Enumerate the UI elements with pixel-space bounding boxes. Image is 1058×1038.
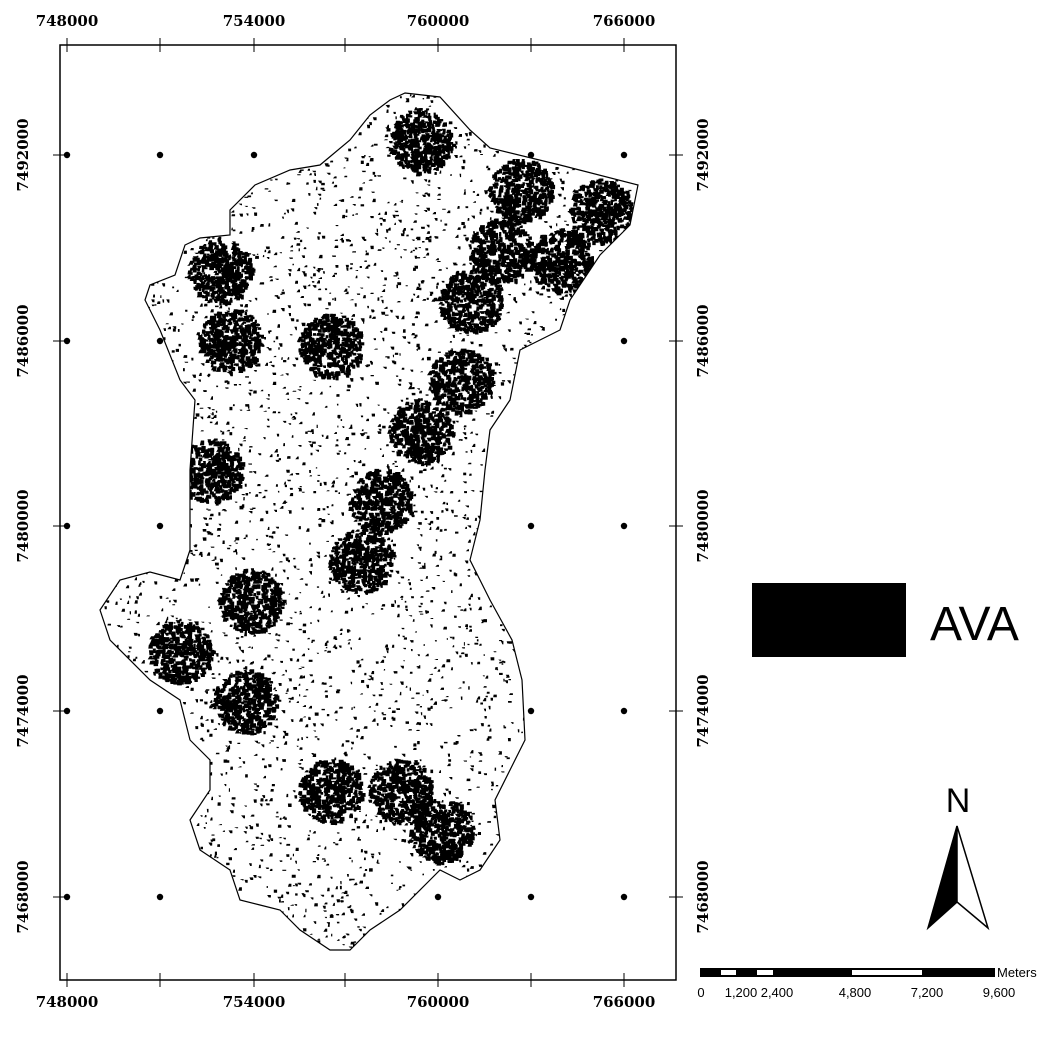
y-label-left: 7474000: [14, 674, 32, 747]
x-label-top: 754000: [223, 12, 286, 30]
y-label-right: 7492000: [694, 118, 712, 191]
scale-label: 4,800: [839, 985, 872, 1000]
grid-dot: [63, 707, 71, 715]
north-label: N: [946, 782, 971, 820]
grid-dot: [63, 522, 71, 530]
grid-dot: [620, 707, 628, 715]
frame-ticks: [53, 38, 683, 987]
grid-dot: [527, 151, 535, 159]
grid-dot: [620, 337, 628, 345]
x-label-bottom: 760000: [407, 993, 470, 1011]
y-label-left: 7468000: [14, 860, 32, 933]
x-label-top: 760000: [407, 12, 470, 30]
grid-dot: [620, 151, 628, 159]
grid-dot: [63, 337, 71, 345]
grid-dot: [527, 522, 535, 530]
y-label-left: 7486000: [14, 304, 32, 377]
north-arrow-right: [956, 825, 990, 931]
scale-label: 7,200: [911, 985, 944, 1000]
y-label-left: 7492000: [14, 118, 32, 191]
scale-label: 0: [697, 985, 704, 1000]
scale-bar: [700, 968, 995, 977]
grid-dot: [620, 893, 628, 901]
region-outline: [99, 92, 639, 951]
north-arrow-left: [926, 825, 958, 931]
scale-label: 1,200: [725, 985, 758, 1000]
region: [100, 93, 638, 950]
scale-unit: Meters: [997, 965, 1037, 980]
coordinate-labels: 748000 748000 754000 754000 760000 760000 7660…: [14, 12, 712, 1011]
grid-dot: [63, 151, 71, 159]
grid-dot: [156, 337, 164, 345]
ava-speckles: [100, 93, 638, 950]
y-label-right: 7474000: [694, 674, 712, 747]
grid-dot: [156, 522, 164, 530]
x-label-top: 748000: [36, 12, 99, 30]
x-label-bottom: 766000: [593, 993, 656, 1011]
x-label-top: 766000: [593, 12, 656, 30]
y-label-right: 7468000: [694, 860, 712, 933]
grid-dot: [620, 522, 628, 530]
y-label-left: 7480000: [14, 489, 32, 562]
legend-label: AVA: [930, 598, 1019, 651]
map-frame: [59, 44, 677, 981]
grid-dot: [156, 151, 164, 159]
x-label-bottom: 754000: [223, 993, 286, 1011]
scale-label: 2,400: [761, 985, 794, 1000]
grid-dot: [527, 893, 535, 901]
scale-label: 9,600: [983, 985, 1016, 1000]
y-label-right: 7486000: [694, 304, 712, 377]
ava-pixels: [100, 93, 638, 950]
grid-dot: [156, 893, 164, 901]
grid-dot: [434, 893, 442, 901]
grid-dot: [156, 707, 164, 715]
x-label-bottom: 748000: [36, 993, 99, 1011]
legend-swatch: [752, 583, 906, 657]
grid-dot: [527, 707, 535, 715]
grid-dot: [63, 893, 71, 901]
y-label-right: 7480000: [694, 489, 712, 562]
grid-dot: [250, 151, 258, 159]
